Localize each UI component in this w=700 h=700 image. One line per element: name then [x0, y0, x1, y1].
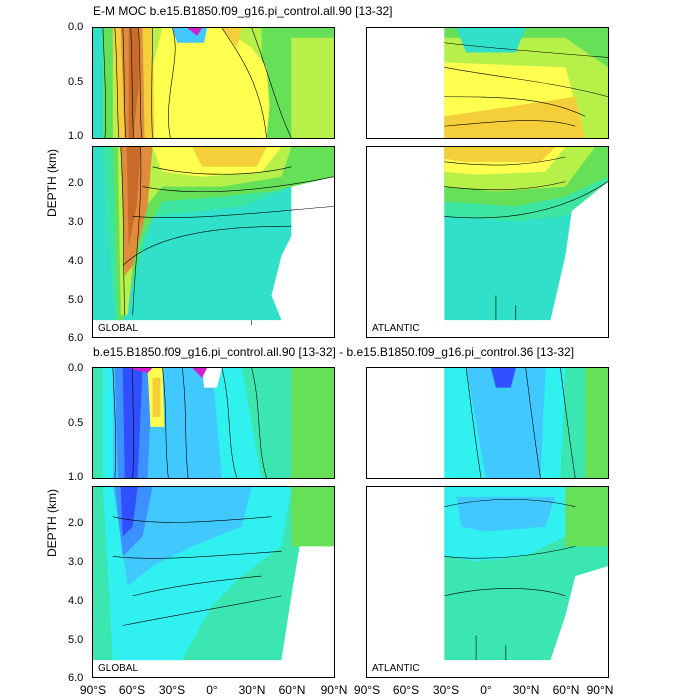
bottom-global-lower-field	[93, 487, 334, 677]
atlantic-x-tick: 30°N	[512, 683, 540, 697]
top-atlantic-lower-field	[367, 147, 608, 337]
top-atlantic-upper-panel	[366, 27, 609, 139]
global-x-tick: 30°N	[238, 683, 266, 697]
atlantic-x-tick: 30°S	[432, 683, 460, 697]
atlantic-x-tick: 60°N	[552, 683, 580, 697]
top-y-tick: 5.0	[68, 294, 84, 306]
global-x-tick: 0°	[206, 683, 218, 697]
top-y-tick: 4.0	[68, 255, 84, 267]
bottom-global-lower-panel: GLOBAL	[92, 486, 335, 678]
top-atlantic-region-label: ATLANTIC	[371, 323, 421, 334]
bottom-y-tick: 1.0	[68, 471, 84, 483]
bottom-atlantic-lower-panel: ATLANTIC	[366, 486, 609, 678]
bottom-global-upper-field	[93, 368, 334, 478]
atlantic-x-tick: 90°N	[586, 683, 614, 697]
bottom-atlantic-upper-panel	[366, 367, 609, 479]
global-x-tick: 90°N	[320, 683, 348, 697]
top-global-region-label: GLOBAL	[97, 323, 140, 334]
top-global-lower-field	[93, 147, 334, 337]
atlantic-x-tick: 0°	[480, 683, 492, 697]
top-global-lower-panel: GLOBAL	[92, 146, 335, 338]
top-y-tick: 2.0	[68, 177, 84, 189]
bottom-y-tick: 3.0	[68, 556, 84, 568]
bottom-global-region-label: GLOBAL	[97, 663, 140, 674]
global-x-tick: 60°S	[118, 683, 146, 697]
top-y-axis-title: DEPTH (km)	[45, 149, 59, 217]
global-x-tick: 90°S	[79, 683, 107, 697]
bottom-atlantic-region-label: ATLANTIC	[371, 663, 421, 674]
bottom-y-tick: 6.0	[68, 672, 84, 684]
atlantic-x-tick: 90°S	[353, 683, 381, 697]
top-y-tick: 6.0	[68, 332, 84, 344]
bottom-y-tick: 0.5	[68, 417, 84, 429]
bottom-y-axis-title: DEPTH (km)	[45, 489, 59, 557]
top-global-upper-field	[93, 28, 334, 138]
bottom-y-tick: 2.0	[68, 517, 84, 529]
top-atlantic-lower-panel: ATLANTIC	[366, 146, 609, 338]
top-atlantic-upper-field	[367, 28, 608, 138]
top-y-tick: 0.0	[68, 21, 84, 33]
bottom-y-tick: 0.0	[68, 362, 84, 374]
atlantic-x-tick: 60°S	[392, 683, 420, 697]
top-chart-title: E-M MOC b.e15.B1850.f09_g16.pi_control.a…	[93, 4, 393, 18]
bottom-y-tick: 5.0	[68, 634, 84, 646]
bottom-chart-title: b.e15.B1850.f09_g16.pi_control.all.90 [1…	[93, 345, 575, 359]
top-y-tick: 3.0	[68, 216, 84, 228]
top-y-tick: 1.0	[68, 130, 84, 142]
bottom-atlantic-upper-field	[367, 368, 608, 478]
global-x-tick: 30°S	[158, 683, 186, 697]
bottom-atlantic-lower-field	[367, 487, 608, 677]
top-global-upper-panel	[92, 27, 335, 139]
bottom-y-tick: 4.0	[68, 595, 84, 607]
top-y-tick: 0.5	[68, 76, 84, 88]
bottom-global-upper-panel	[92, 367, 335, 479]
global-x-tick: 60°N	[278, 683, 306, 697]
